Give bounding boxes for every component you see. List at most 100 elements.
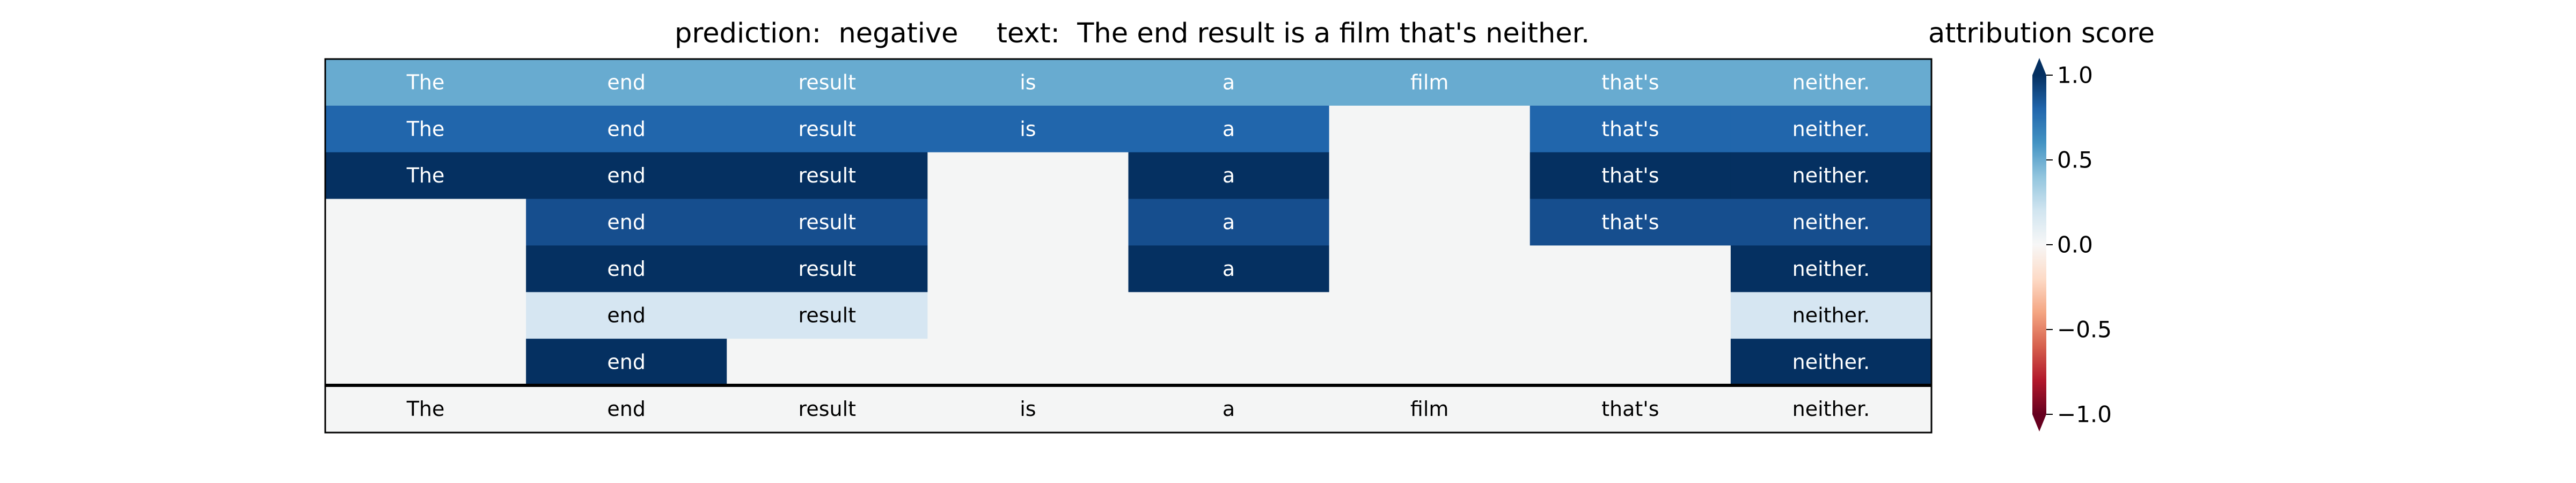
heatmap-cell: [1529, 152, 1731, 200]
token-label: result: [799, 397, 857, 421]
cell-token-label: neither.: [1792, 257, 1870, 281]
heatmap-cell: [927, 59, 1129, 106]
heatmap-cell: [927, 199, 1129, 246]
heatmap-cell: [1529, 245, 1731, 292]
token-label: that's: [1601, 397, 1659, 421]
cell-token-label: film: [1410, 70, 1449, 94]
heatmap-cell: [727, 339, 928, 386]
heatmap-cell: [927, 292, 1129, 339]
heatmap-cell: [1329, 292, 1531, 339]
token-label: a: [1223, 397, 1235, 421]
heatmap-cell: [1730, 245, 1932, 292]
cell-token-label: that's: [1601, 164, 1659, 187]
colorbar: 1.0 0.5 0.0 −0.5 −1.0: [2032, 58, 2112, 431]
cell-token-label: end: [607, 70, 646, 94]
heatmap-cell: [526, 339, 727, 386]
cell-token-label: neither.: [1792, 164, 1870, 187]
heatmap-cell: [1529, 105, 1731, 153]
heatmap-cell: [927, 245, 1129, 292]
cell-token-label: neither.: [1792, 70, 1870, 94]
token-label: The: [406, 397, 445, 421]
heatmap-cell: [1329, 199, 1531, 246]
cell-token-label: neither.: [1792, 350, 1870, 374]
heatmap-cell: [727, 245, 928, 292]
cell-token-label: result: [799, 117, 857, 141]
heatmap-cell: [325, 292, 526, 339]
heatmap-cell: [526, 199, 727, 246]
heatmap-cell: [325, 59, 526, 106]
token-row: The end result is a film that's neither.: [325, 385, 1931, 433]
heatmap-cell: [1730, 105, 1932, 153]
heatmap-cell: [1730, 292, 1932, 339]
colorbar-max-arrow: [2032, 58, 2046, 75]
cell-token-label: end: [607, 210, 646, 234]
colorbar-tick-label: 1.0: [2057, 62, 2093, 89]
text-title: text: The end result is a film that's ne…: [997, 18, 1590, 49]
heatmap-cell: [325, 152, 526, 200]
colorbar-tick-label: 0.5: [2057, 147, 2093, 173]
colorbar-min-arrow: [2032, 414, 2046, 431]
cell-token-label: result: [799, 304, 857, 327]
cell-token-label: is: [1020, 117, 1036, 141]
heatmap-cell: [1730, 59, 1932, 106]
colorbar-title: attribution score: [1928, 18, 2155, 49]
cell-token-label: is: [1020, 70, 1036, 94]
cell-token-label: end: [607, 257, 646, 281]
cell-token-label: that's: [1601, 70, 1659, 94]
heatmap-frame: [324, 58, 1933, 434]
heatmap-cell: [1128, 339, 1330, 386]
token-label: neither.: [1792, 397, 1870, 421]
cell-token-label: that's: [1601, 210, 1659, 234]
heatmap-cell: [1329, 59, 1531, 106]
heatmap-cell: [325, 339, 526, 386]
cell-token-label: The: [406, 117, 445, 141]
heatmap-cell: [1529, 59, 1731, 106]
colorbar-tick-label: −0.5: [2057, 317, 2112, 343]
heatmap-cell: [526, 105, 727, 153]
cell-token-label: result: [799, 210, 857, 234]
heatmap-cell: [526, 152, 727, 200]
heatmap-cell: [927, 339, 1129, 386]
heatmap-cell: [1128, 245, 1330, 292]
heatmap-cell: [1128, 199, 1330, 246]
token-row-background: [325, 385, 1931, 433]
cell-token-label: end: [607, 350, 646, 374]
colorbar-tick-label: −1.0: [2057, 401, 2112, 428]
cell-token-label: end: [607, 117, 646, 141]
token-label: film: [1410, 397, 1449, 421]
colorbar-gradient: [2032, 75, 2046, 414]
cell-token-label: that's: [1601, 117, 1659, 141]
heatmap-cell: [1329, 152, 1531, 200]
heatmap-cell: [727, 59, 928, 106]
heatmap-cell: [727, 292, 928, 339]
heatmap-cell: [727, 199, 928, 246]
heatmap-cell: [1329, 339, 1531, 386]
heatmap-cell: [1128, 105, 1330, 153]
colorbar-ticks: 1.0 0.5 0.0 −0.5 −1.0: [2046, 62, 2112, 428]
cell-token-label: a: [1223, 210, 1235, 234]
heatmap-cell: [325, 105, 526, 153]
cell-token-label: a: [1223, 257, 1235, 281]
heatmap-cell: [1730, 152, 1932, 200]
heatmap-cell: [1529, 339, 1731, 386]
cell-token-label: result: [799, 164, 857, 187]
heatmap-cell: [325, 245, 526, 292]
heatmap-cell: [927, 105, 1129, 153]
heatmap-cell: [1128, 59, 1330, 106]
heatmap-cell: [727, 105, 928, 153]
cell-token-label: end: [607, 164, 646, 187]
cell-token-label: a: [1223, 164, 1235, 187]
heatmap-cell: [927, 152, 1129, 200]
heatmap-cell: [526, 59, 727, 106]
heatmap-cell: [1128, 292, 1330, 339]
heatmap-cell: [1529, 199, 1731, 246]
cell-token-label: neither.: [1792, 304, 1870, 327]
heatmap-cell: [1128, 152, 1330, 200]
heatmap-cell: [1329, 105, 1531, 153]
heatmap-cell: [1730, 339, 1932, 386]
cell-token-label: a: [1223, 117, 1235, 141]
prediction-title: prediction: negative: [675, 18, 958, 49]
heatmap-cell: [1730, 199, 1932, 246]
token-label: end: [607, 397, 646, 421]
